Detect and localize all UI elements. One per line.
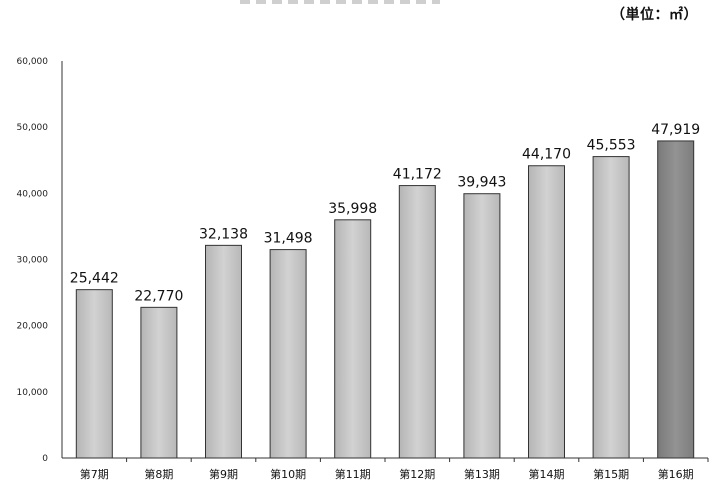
x-tick-label: 第15期: [593, 467, 629, 481]
bar: [269, 249, 307, 459]
y-tick-label: 0: [42, 454, 48, 464]
y-tick-label: 40,000: [17, 189, 49, 199]
x-tick-label: 第8期: [144, 467, 173, 481]
data-label: 22,770: [134, 288, 183, 304]
bar: [463, 193, 501, 459]
bar: [334, 219, 372, 459]
x-tick-label: 第10期: [270, 467, 306, 481]
bar: [528, 165, 565, 459]
x-tick-label: 第14期: [529, 467, 565, 481]
x-tick-label: 第11期: [335, 467, 371, 481]
y-tick-label: 20,000: [17, 322, 49, 332]
bar: [75, 289, 113, 459]
x-tick-label: 第7期: [80, 467, 109, 481]
data-label: 35,998: [328, 201, 377, 217]
bar: [657, 140, 695, 459]
bar: [398, 185, 436, 459]
data-label: 44,170: [522, 147, 571, 163]
data-label: 47,919: [651, 122, 700, 138]
data-label: 31,498: [264, 231, 313, 247]
y-tick-label: 60,000: [17, 57, 49, 67]
x-tick-label: 第13期: [464, 467, 500, 481]
bar: [205, 244, 242, 459]
data-label: 39,943: [457, 175, 506, 191]
x-tick-label: 第16期: [658, 467, 694, 481]
data-label: 45,553: [587, 138, 636, 154]
bar: [592, 156, 630, 459]
x-tick-label: 第12期: [399, 467, 435, 481]
cropped-title-fragment: [240, 0, 440, 4]
data-label: 32,138: [199, 226, 248, 242]
y-tick-label: 30,000: [17, 256, 49, 266]
y-tick-label: 50,000: [17, 123, 49, 133]
data-label: 41,172: [393, 167, 442, 183]
bars: 25,442 22,770 32,138 31,498 35,998 41,172 39,9…: [70, 122, 700, 459]
y-tick-label: 10,000: [17, 388, 49, 398]
bar: [140, 306, 178, 459]
x-axis: 第7期 第8期 第9期 第10期 第11期 第12期 第13期 第14期 第15期 第16期: [62, 457, 709, 481]
y-axis: 0 10,000 20,000 30,000 40,000 50,000 60,000: [17, 57, 63, 464]
unit-label: （単位：㎡）: [611, 7, 698, 23]
x-tick-label: 第9期: [209, 467, 238, 481]
data-label: 25,442: [70, 271, 119, 287]
